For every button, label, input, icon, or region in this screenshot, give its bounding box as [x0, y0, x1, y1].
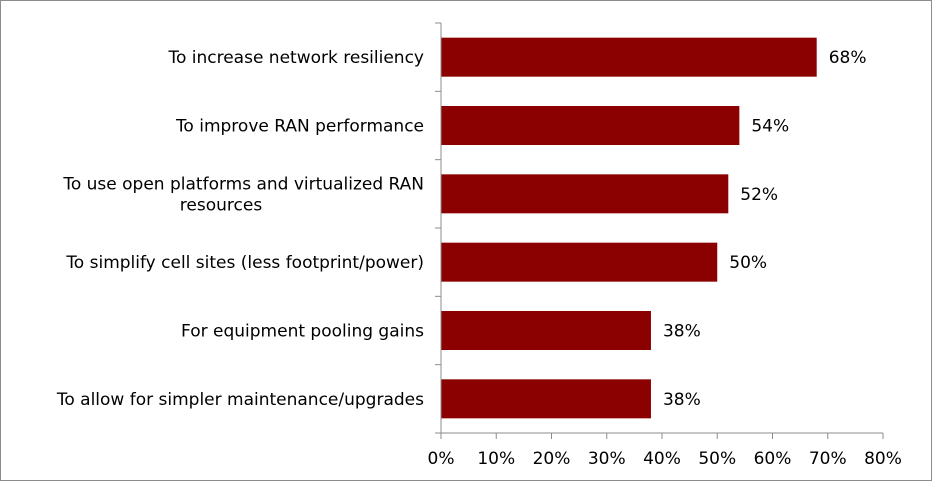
bar — [441, 242, 718, 282]
data-label: 54% — [751, 117, 789, 137]
x-tick-label: 60% — [754, 449, 792, 469]
category-label: To simplify cell sites (less footprint/p… — [65, 253, 424, 273]
category-label: To allow for simpler maintenance/upgrade… — [56, 390, 424, 410]
x-tick-label: 40% — [643, 449, 681, 469]
category-label: For equipment pooling gains — [181, 322, 424, 342]
x-tick-label: 70% — [809, 449, 847, 469]
data-label: 50% — [729, 253, 767, 273]
data-label: 68% — [829, 48, 867, 68]
category-label: resources — [180, 195, 263, 215]
category-label: To improve RAN performance — [175, 117, 424, 137]
bar — [441, 174, 729, 214]
bar — [441, 106, 740, 145]
data-label: 38% — [663, 322, 701, 342]
x-tick-label: 30% — [588, 449, 626, 469]
x-tick-label: 20% — [533, 449, 571, 469]
bar — [441, 37, 817, 77]
bar — [441, 379, 651, 419]
x-tick-label: 10% — [477, 449, 515, 469]
bar — [441, 311, 651, 350]
category-label: To increase network resiliency — [167, 48, 424, 68]
x-tick-label: 80% — [864, 449, 902, 469]
data-label: 38% — [663, 390, 701, 410]
x-tick-label: 50% — [698, 449, 736, 469]
category-label: To use open platforms and virtualized RA… — [62, 174, 424, 194]
x-tick-label: 0% — [428, 449, 455, 469]
data-label: 52% — [740, 185, 778, 205]
